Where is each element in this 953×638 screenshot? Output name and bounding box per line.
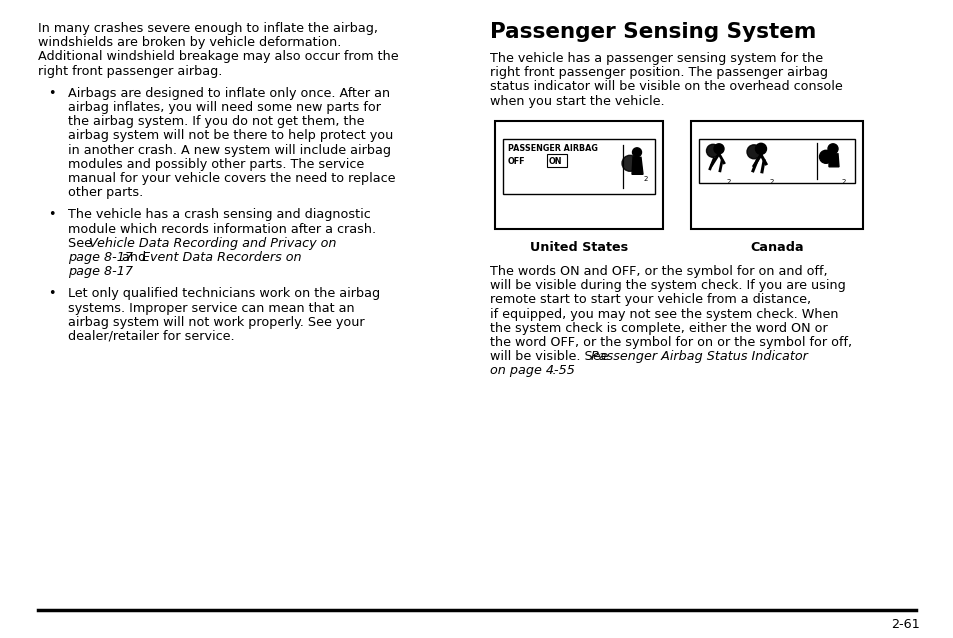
Text: airbag inflates, you will need some new parts for: airbag inflates, you will need some new … [68, 101, 380, 114]
Text: when you start the vehicle.: when you start the vehicle. [490, 94, 664, 108]
Text: The words ON and OFF, or the symbol for on and off,: The words ON and OFF, or the symbol for … [490, 265, 827, 278]
Circle shape [746, 145, 760, 159]
Circle shape [755, 144, 765, 154]
Text: right front passenger position. The passenger airbag: right front passenger position. The pass… [490, 66, 827, 79]
Text: 2: 2 [769, 179, 774, 185]
Circle shape [632, 148, 640, 157]
Text: The vehicle has a crash sensing and diagnostic: The vehicle has a crash sensing and diag… [68, 209, 371, 221]
Text: Passenger Sensing System: Passenger Sensing System [490, 22, 816, 42]
Text: •: • [48, 209, 55, 221]
Circle shape [713, 144, 723, 154]
Text: windshields are broken by vehicle deformation.: windshields are broken by vehicle deform… [38, 36, 341, 49]
Text: Vehicle Data Recording and Privacy on: Vehicle Data Recording and Privacy on [89, 237, 336, 250]
Bar [690, 121, 862, 229]
Text: 2: 2 [643, 176, 648, 182]
Polygon shape [828, 154, 838, 167]
Text: modules and possibly other parts. The service: modules and possibly other parts. The se… [68, 158, 364, 171]
Text: module which records information after a crash.: module which records information after a… [68, 223, 375, 235]
Text: right front passenger airbag.: right front passenger airbag. [38, 64, 222, 78]
Text: other parts.: other parts. [68, 186, 143, 199]
Text: •: • [48, 287, 55, 300]
Text: the airbag system. If you do not get them, the: the airbag system. If you do not get the… [68, 115, 364, 128]
Text: .: . [118, 265, 122, 278]
Text: page 8-17: page 8-17 [68, 265, 132, 278]
Text: Canada: Canada [749, 241, 803, 254]
Text: Let only qualified technicians work on the airbag: Let only qualified technicians work on t… [68, 287, 379, 300]
Text: the word OFF, or the symbol for on or the symbol for off,: the word OFF, or the symbol for on or th… [490, 336, 851, 349]
Text: if equipped, you may not see the system check. When: if equipped, you may not see the system … [490, 308, 838, 321]
Text: manual for your vehicle covers the need to replace: manual for your vehicle covers the need … [68, 172, 395, 185]
Circle shape [621, 155, 638, 171]
Text: ON: ON [548, 157, 562, 166]
Polygon shape [631, 158, 642, 174]
Text: will be visible during the system check. If you are using: will be visible during the system check.… [490, 279, 845, 292]
Text: the system check is complete, either the word ON or: the system check is complete, either the… [490, 322, 827, 335]
Text: status indicator will be visible on the overhead console: status indicator will be visible on the … [490, 80, 841, 93]
Text: 2: 2 [726, 179, 731, 185]
Bar [495, 121, 662, 229]
Text: The vehicle has a passenger sensing system for the: The vehicle has a passenger sensing syst… [490, 52, 822, 65]
Text: Event Data Recorders on: Event Data Recorders on [142, 251, 301, 264]
Bar [699, 139, 854, 183]
Text: and: and [118, 251, 150, 264]
Text: will be visible. See: will be visible. See [490, 350, 612, 363]
Bar [502, 139, 655, 194]
Circle shape [827, 144, 837, 154]
Text: in another crash. A new system will include airbag: in another crash. A new system will incl… [68, 144, 391, 156]
Text: 2-61: 2-61 [890, 618, 919, 631]
Text: dealer/retailer for service.: dealer/retailer for service. [68, 330, 234, 343]
Text: United States: United States [529, 241, 627, 254]
Circle shape [706, 144, 719, 158]
Text: 2: 2 [841, 179, 845, 185]
Text: Passenger Airbag Status Indicator: Passenger Airbag Status Indicator [590, 350, 807, 363]
Bar [546, 154, 566, 167]
Text: •: • [48, 87, 55, 100]
Text: PASSENGER AIRBAG: PASSENGER AIRBAG [507, 144, 598, 152]
Text: In many crashes severe enough to inflate the airbag,: In many crashes severe enough to inflate… [38, 22, 377, 35]
Text: Additional windshield breakage may also occur from the: Additional windshield breakage may also … [38, 50, 398, 63]
Text: Airbags are designed to inflate only once. After an: Airbags are designed to inflate only onc… [68, 87, 390, 100]
Text: on page 4-55: on page 4-55 [490, 364, 575, 378]
Text: .: . [552, 364, 556, 378]
Text: OFF: OFF [507, 157, 525, 166]
Text: page 8-17: page 8-17 [68, 251, 132, 264]
Circle shape [819, 151, 832, 163]
Text: See: See [68, 237, 96, 250]
Text: systems. Improper service can mean that an: systems. Improper service can mean that … [68, 302, 355, 315]
Text: airbag system will not work properly. See your: airbag system will not work properly. Se… [68, 316, 364, 329]
Text: airbag system will not be there to help protect you: airbag system will not be there to help … [68, 130, 393, 142]
Text: remote start to start your vehicle from a distance,: remote start to start your vehicle from … [490, 293, 810, 306]
